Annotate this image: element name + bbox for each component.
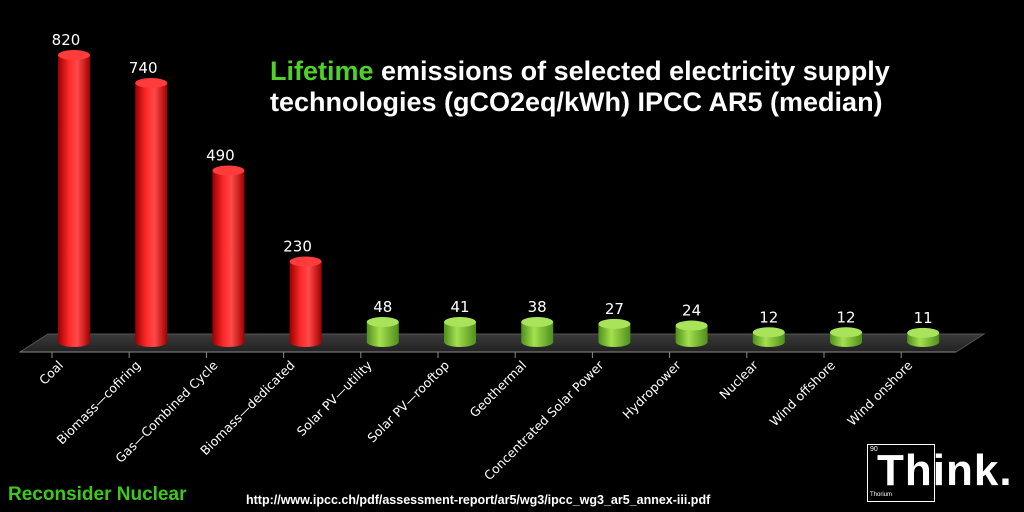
bar-top: [675, 320, 708, 331]
category-label: Solar PV—rooftop: [364, 357, 452, 445]
bar: [289, 261, 322, 347]
logo-atomic-number: 90: [870, 446, 878, 453]
reconsider-nuclear-label: Reconsider Nuclear: [8, 484, 187, 505]
bar: [366, 322, 399, 347]
bar-top: [752, 327, 785, 338]
source-url: http://www.ipcc.ch/pdf/assessment-report…: [246, 493, 711, 507]
logo-word: Think.: [877, 446, 1013, 495]
data-label: 740: [129, 59, 158, 77]
chart-title-highlight: Lifetime: [270, 56, 374, 86]
bar-top: [289, 256, 322, 267]
bar-top: [444, 317, 476, 327]
category-label: Hydropower: [619, 357, 684, 422]
bar-top: [58, 50, 90, 60]
data-label: 24: [682, 302, 701, 320]
logo-element-name: Thorium: [870, 492, 893, 498]
think-logo: 90 Thorium Think.: [867, 444, 1017, 504]
data-label: 12: [759, 308, 778, 326]
data-label: 490: [206, 147, 235, 165]
bar-top: [830, 327, 862, 338]
data-label: 11: [914, 309, 933, 327]
data-label: 38: [528, 298, 547, 316]
chart-title-rest: emissions of selected electricity supply…: [270, 56, 890, 117]
data-label: 27: [605, 300, 624, 318]
bar: [521, 322, 554, 347]
bar: [444, 322, 476, 347]
bar: [135, 83, 168, 347]
bar-top: [212, 165, 245, 176]
category-label: Solar PV—utility: [294, 357, 376, 439]
bar: [598, 323, 631, 347]
logo-element-box: [867, 444, 935, 502]
bar-top: [521, 317, 554, 327]
bar-top: [366, 317, 399, 327]
chart-title: Lifetime emissions of selected electrici…: [270, 56, 990, 118]
bar: [212, 170, 245, 347]
bar-top: [907, 327, 940, 338]
data-label: 820: [52, 31, 81, 49]
data-label: 230: [283, 238, 312, 256]
bar: [675, 325, 708, 347]
data-label: 48: [373, 298, 392, 316]
data-label: 41: [450, 298, 469, 316]
category-label: Biomass—cofiring: [54, 358, 144, 448]
data-label: 12: [836, 308, 855, 326]
category-label: Geothermal: [467, 358, 530, 421]
category-label: Nuclear: [716, 357, 761, 402]
bar-top: [135, 78, 168, 88]
category-label: Wind offshore: [766, 357, 838, 429]
category-label: Wind onshore: [844, 357, 915, 428]
bar-top: [598, 318, 631, 329]
bar: [58, 55, 90, 347]
category-label: Coal: [36, 358, 66, 388]
